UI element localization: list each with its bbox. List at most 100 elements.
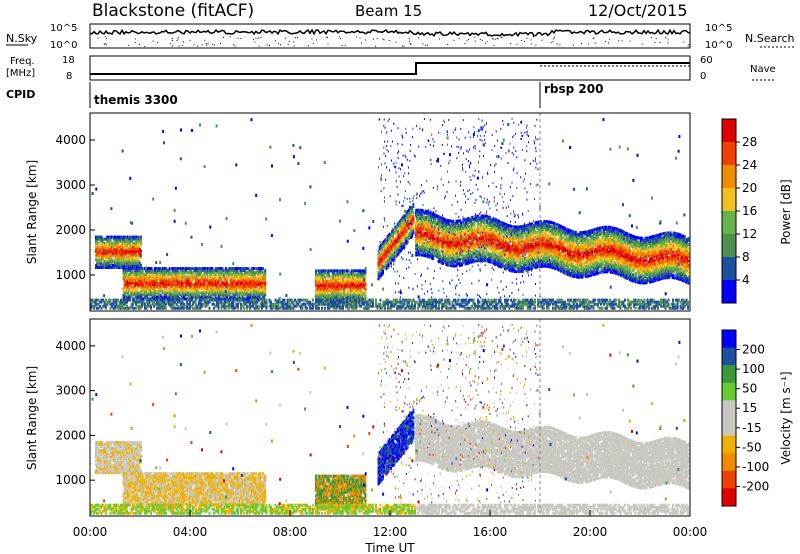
power-cell (166, 281, 169, 285)
power-cell (138, 239, 141, 243)
power-cell (108, 266, 111, 269)
power-cell (102, 261, 105, 265)
power-cell (135, 259, 138, 263)
power-cell (142, 289, 145, 293)
power-cell (251, 289, 254, 293)
nsearch-point (501, 37, 503, 39)
nsearch-point (171, 45, 173, 47)
power-cell (164, 287, 167, 291)
power-cell (131, 277, 134, 281)
power-cell (106, 255, 109, 259)
power-cell (134, 281, 137, 285)
power-cell (380, 252, 383, 256)
power-cell (319, 293, 322, 297)
power-cell (105, 241, 108, 245)
power-cell (214, 275, 217, 279)
power-cell (127, 249, 130, 253)
power-cell (347, 277, 350, 281)
power-cell (120, 243, 123, 247)
power-cell (382, 253, 384, 257)
power-cell (132, 251, 135, 255)
power-cell (251, 271, 254, 275)
power-cell (145, 287, 147, 291)
power-cell (174, 275, 177, 279)
power-cell (327, 281, 330, 285)
power-cell (136, 291, 138, 295)
power-cell (129, 255, 132, 259)
power-cell (316, 281, 319, 285)
power-cell (169, 291, 172, 295)
power-cell (357, 281, 360, 285)
power-cell (199, 269, 201, 273)
power-cell (256, 273, 259, 277)
power-cell (150, 271, 153, 275)
power-cell (362, 281, 365, 285)
power-cell (174, 291, 177, 295)
power-cell (320, 275, 323, 279)
power-cell (255, 289, 258, 293)
power-cell (214, 283, 217, 287)
power-cell (337, 273, 340, 277)
power-cell (260, 293, 263, 297)
power-cell (156, 273, 159, 277)
power-cell (178, 273, 181, 277)
power-cell (228, 285, 231, 289)
power-cell (95, 253, 97, 257)
nsearch-point (641, 43, 643, 45)
power-cell (107, 266, 110, 269)
power-cell (133, 281, 136, 285)
nsearch-point (604, 41, 606, 43)
power-cell (169, 283, 172, 287)
power-cell (191, 271, 194, 275)
power-cell (253, 285, 255, 289)
power-cell (231, 281, 234, 285)
power-cell (161, 297, 164, 301)
power-cell (249, 291, 252, 295)
power-cell (227, 289, 230, 293)
power-cell (118, 245, 121, 249)
power-cell (114, 257, 117, 261)
power-cell (188, 271, 191, 275)
power-cell (356, 275, 359, 279)
power-cell (239, 269, 242, 273)
power-cell (335, 293, 338, 297)
power-cell (340, 279, 343, 283)
power-cell (258, 285, 261, 289)
power-cell (201, 287, 204, 291)
power-cell (215, 293, 218, 297)
power-cell (160, 275, 163, 279)
power-cell (111, 245, 114, 249)
power-cell (99, 251, 102, 255)
nsearch-point (223, 36, 224, 38)
power-cell (318, 293, 321, 297)
power-cell (147, 285, 150, 289)
nsearch-point (659, 41, 661, 43)
power-cell (127, 261, 130, 265)
power-cell (179, 279, 182, 283)
nsearch-point (458, 38, 460, 40)
power-cell (175, 291, 178, 295)
power-cell (347, 281, 350, 285)
power-cell (168, 279, 171, 283)
power-cell (330, 289, 333, 293)
power-cell (102, 243, 105, 247)
power-cell (259, 283, 262, 287)
power-cell (264, 273, 267, 277)
power-cell (250, 295, 253, 299)
power-cell (221, 277, 224, 281)
power-cell (128, 259, 131, 263)
power-cell (123, 295, 126, 299)
power-cell (201, 293, 204, 297)
power-cell (321, 289, 324, 293)
nsearch-point (550, 42, 552, 44)
power-cell (166, 297, 169, 301)
power-cell (186, 283, 189, 287)
power-cell (168, 281, 171, 285)
power-cell (105, 251, 108, 255)
power-cell (186, 281, 189, 285)
power-cell (378, 265, 381, 269)
power-cell (209, 279, 212, 283)
power-cell (185, 283, 188, 287)
power-cell (346, 285, 349, 289)
